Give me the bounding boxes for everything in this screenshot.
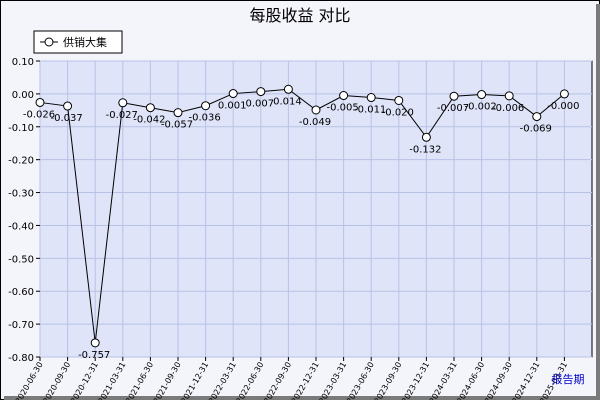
x-tick-label: 2023-06-30 [345,361,376,400]
x-tick-label: 2023-09-30 [372,361,403,400]
x-tick-label: 2022-03-31 [207,361,238,400]
y-tick-label: -0.60 [8,287,34,298]
data-point-marker [421,132,431,142]
x-tick-label: 2021-03-31 [96,361,127,400]
data-point-marker [201,101,211,111]
x-axis-title: 报告期 [552,372,585,386]
data-point-marker [559,89,569,99]
data-label: -0.006 [492,103,524,114]
y-axis: 0.10 0.00 -0.10 -0.20 -0.30 -0.40 -0.50 -0.60 -0… [8,57,40,364]
data-point-marker [118,98,128,108]
data-label: 0.001 [218,101,247,112]
x-tick-label: 2020-09-30 [41,361,72,400]
x-tick-label: 2024-03-31 [428,361,459,400]
x-tick-label: 2020-12-31 [69,361,100,400]
x-tick-label: 2024-12-31 [510,361,541,400]
x-tick-label: 2022-12-31 [290,361,321,400]
data-label: -0.000 [547,101,579,112]
x-tick-label: 2023-12-31 [400,361,431,400]
legend-box [33,30,123,54]
x-tick-label: 2020-06-30 [14,361,45,400]
legend: 供销大集 [33,30,123,54]
y-tick-label: -0.20 [8,156,34,167]
data-point-marker [35,97,45,107]
y-tick-label: 0.00 [12,90,34,101]
series-line-group: -0.026-0.037-0.757-0.027-0.042-0.057-0.0… [23,84,580,361]
y-tick-label: -0.10 [8,123,34,134]
data-label: -0.007 [437,103,469,114]
data-point-marker [449,91,459,101]
data-point-marker [283,84,293,94]
data-label: -0.036 [188,113,220,124]
data-point-marker [504,91,514,101]
frame-shadow-bottom [4,396,600,400]
data-point-marker [394,95,404,105]
data-point-marker [477,90,487,100]
data-label: -0.027 [106,110,138,121]
x-tick-label: 2023-03-31 [317,361,348,400]
data-label: -0.049 [299,117,331,128]
data-label: -0.002 [464,102,496,113]
y-tick-label: -0.70 [8,320,34,331]
y-tick-label: -0.80 [8,353,34,364]
chart-title: 每股收益 对比 [249,6,350,25]
x-tick-label: 2024-09-30 [483,361,514,400]
data-point-marker [256,87,266,97]
x-tick-label: 2021-06-30 [124,361,155,400]
data-label: -0.005 [326,103,358,114]
legend-label: 供销大集 [63,35,107,49]
data-label: -0.037 [50,113,82,124]
data-point-marker [532,112,542,122]
data-label: -0.057 [161,120,193,131]
data-point-marker [228,89,238,99]
data-point-marker [63,101,73,111]
data-point-marker [366,93,376,103]
data-label: -0.069 [520,124,552,135]
data-label: -0.026 [23,109,55,120]
x-tick-label: 2022-09-30 [262,361,293,400]
x-tick-label: 2022-06-30 [234,361,265,400]
y-tick-label: -0.30 [8,189,34,200]
data-point-marker [145,103,155,113]
series-line [39,88,565,343]
data-label: -0.020 [382,107,414,118]
data-label: -0.042 [133,115,165,126]
data-point-marker [339,91,349,101]
y-tick-label: -0.50 [8,254,34,265]
y-tick-label: 0.10 [12,57,34,68]
x-tick-label: 2024-06-30 [455,360,486,400]
data-point-marker [311,105,321,115]
data-label: -0.132 [409,144,441,155]
data-label: -0.011 [354,105,386,116]
data-label: 0.007 [245,99,274,110]
data-point-marker [173,108,183,118]
x-axis: 2020-06-302020-09-302020-12-312021-03-31… [14,357,569,400]
x-tick-label: 2021-12-31 [179,361,210,400]
data-label: -0.757 [78,350,110,361]
x-tick-label: 2021-09-30 [152,361,183,400]
data-point-marker [90,338,100,348]
data-label: 0.014 [273,96,302,107]
legend-marker-swatch [44,37,54,47]
frame-shadow-right [596,4,600,400]
y-tick-label: -0.40 [8,221,34,232]
